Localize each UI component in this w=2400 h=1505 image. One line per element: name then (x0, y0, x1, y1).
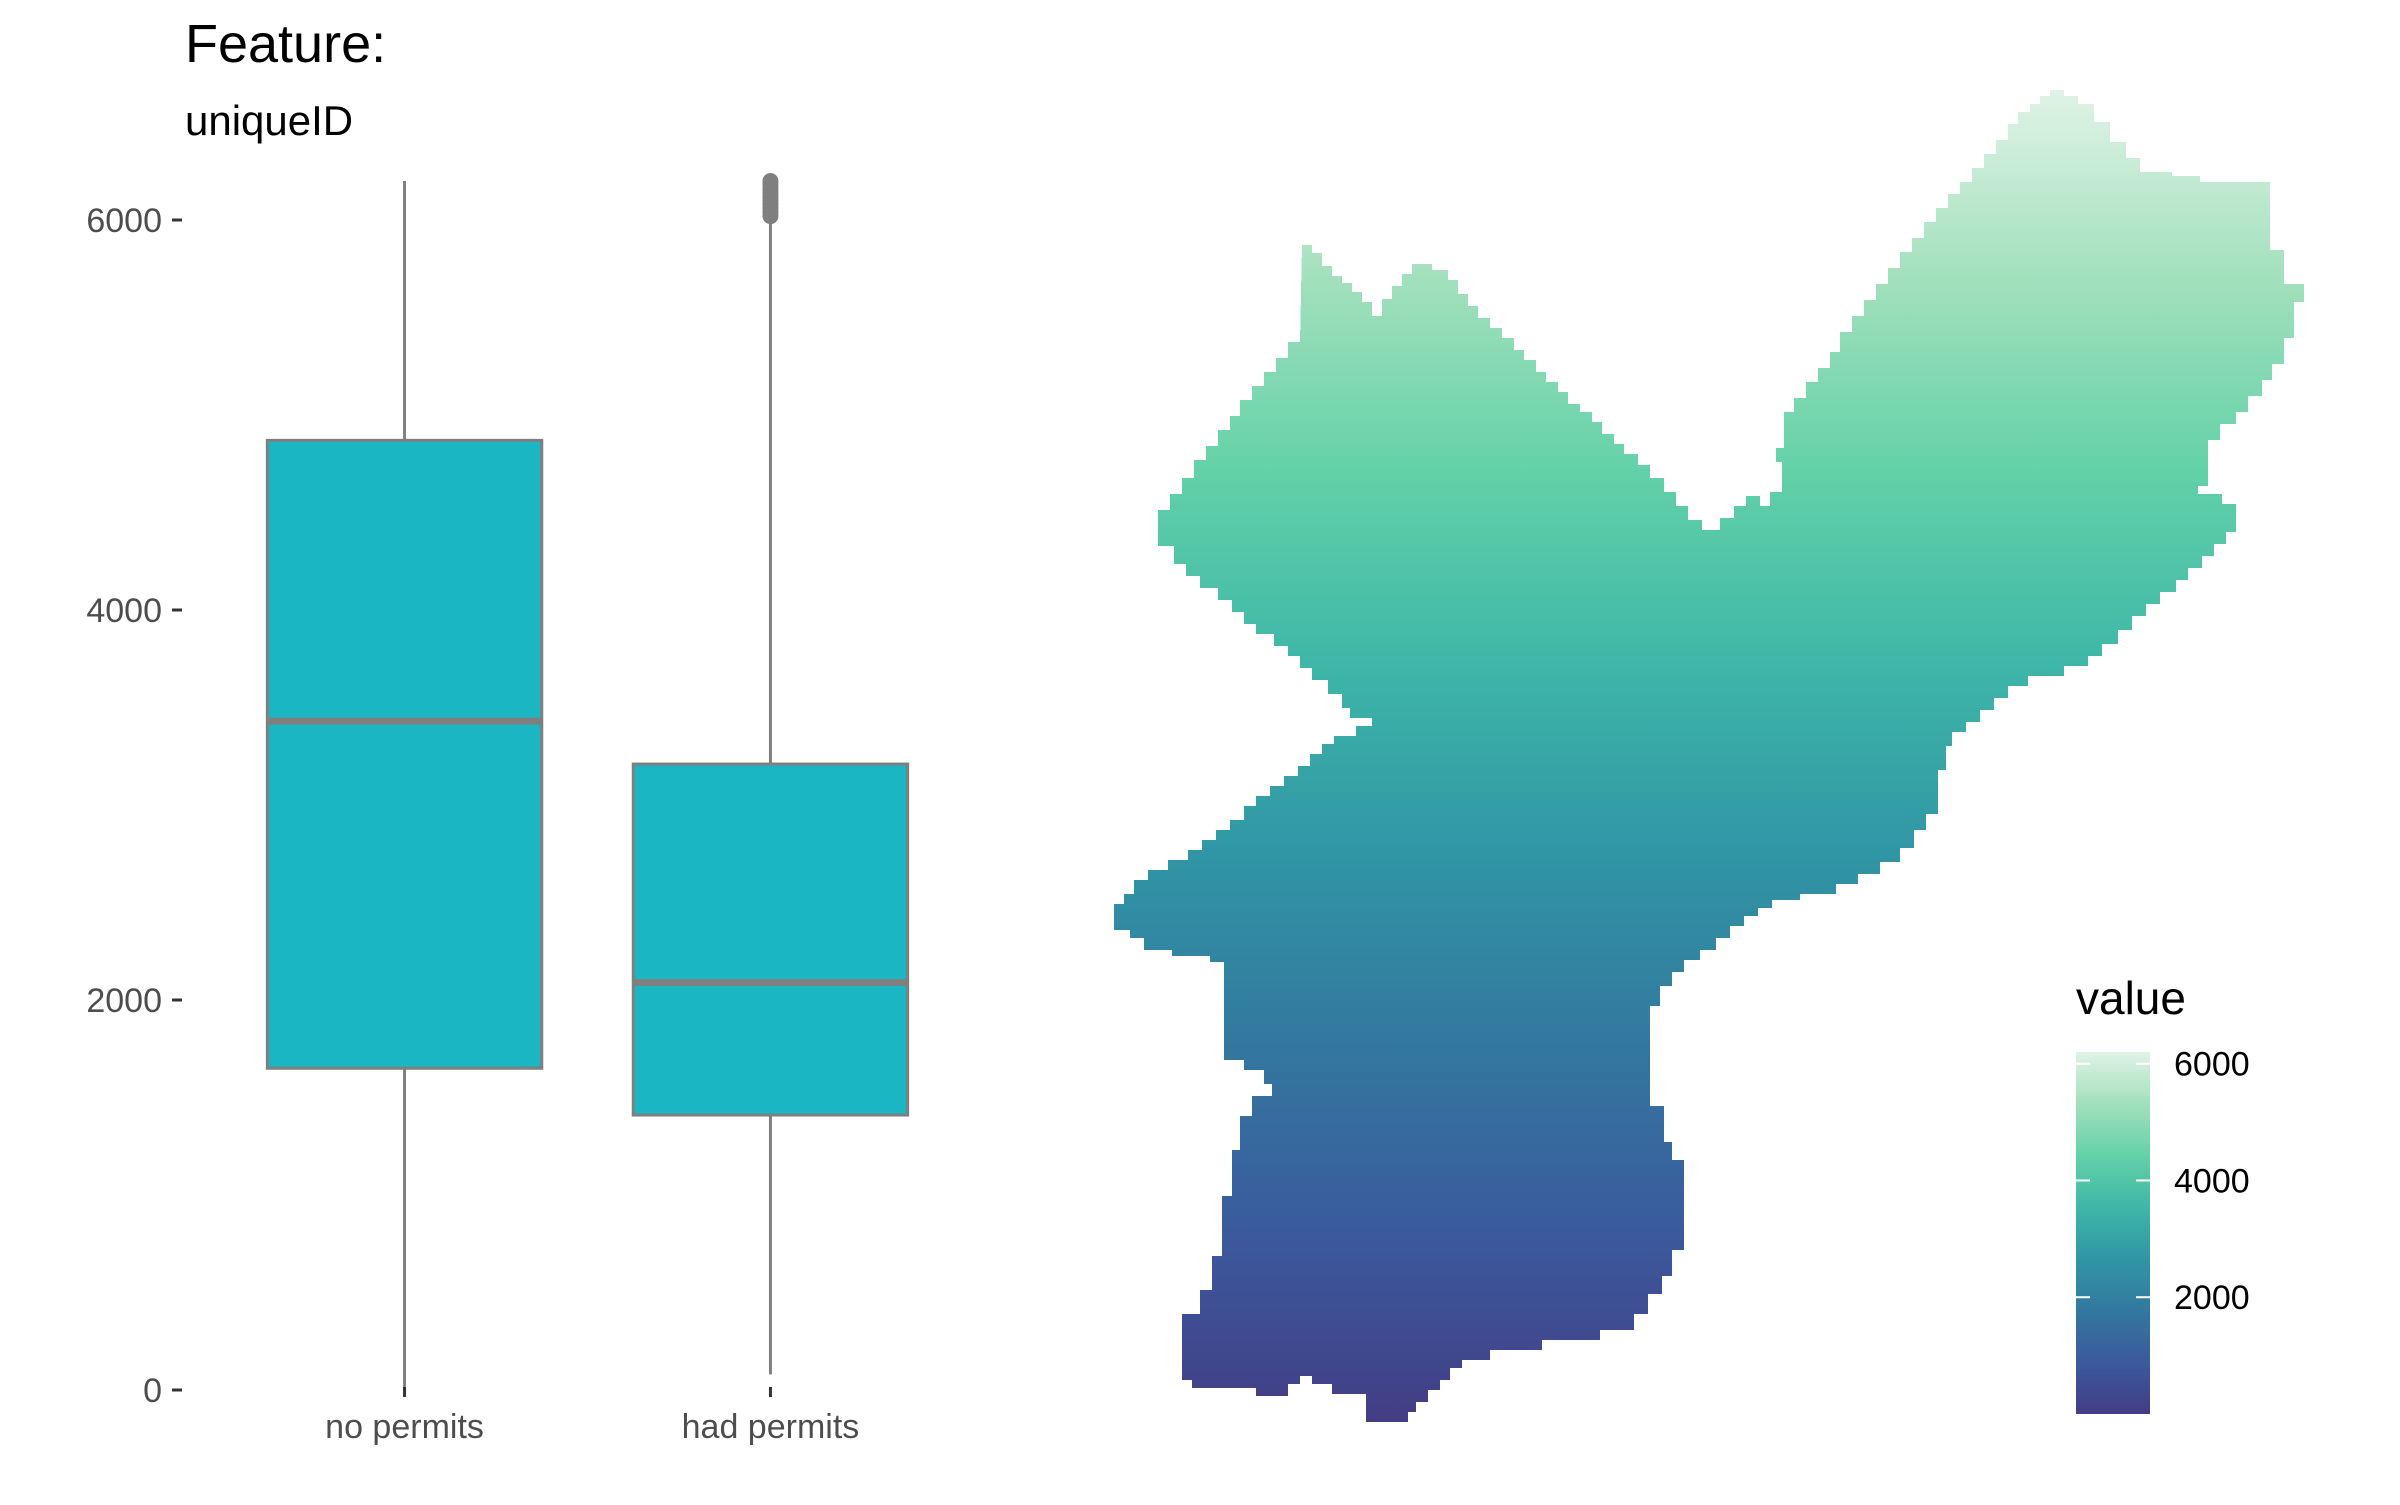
boxplot-panel: 0 2000 4000 6000 no permits had permits (86, 173, 910, 1446)
chart-title: Feature: (185, 14, 386, 74)
map-panel (1114, 90, 2304, 1422)
legend-tick-label: 4000 (2174, 1162, 2250, 1200)
y-tick-label: 0 (143, 1372, 162, 1410)
y-tick-label: 4000 (86, 592, 162, 630)
iqr-box (631, 762, 910, 1117)
legend-tick-label: 6000 (2174, 1046, 2250, 1084)
city-map-shape (1114, 90, 2304, 1422)
chart-subtitle: uniqueID (185, 97, 353, 144)
color-legend: value 2000 4000 6000 (2076, 972, 2250, 1414)
legend-tick-label: 2000 (2174, 1279, 2250, 1317)
y-tick-label: 6000 (86, 202, 162, 240)
x-tick-label: had permits (682, 1408, 860, 1446)
x-tick-label: no permits (325, 1408, 484, 1446)
legend-colorbar (2076, 1052, 2150, 1414)
outlier-point (762, 173, 779, 189)
legend-title: value (2076, 972, 2186, 1024)
y-tick-label: 2000 (86, 982, 162, 1020)
box-had-permits (631, 173, 910, 1375)
iqr-box (265, 438, 544, 1070)
box-no-permits (265, 181, 544, 1390)
